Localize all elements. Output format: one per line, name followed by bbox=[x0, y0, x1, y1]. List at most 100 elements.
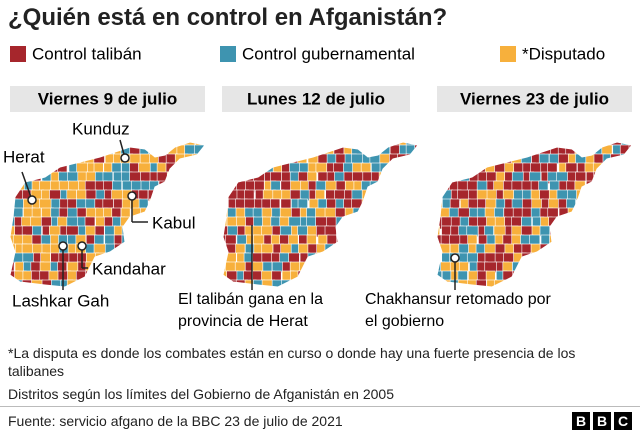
district bbox=[235, 144, 247, 156]
district bbox=[437, 171, 445, 184]
district bbox=[603, 279, 617, 287]
district bbox=[85, 279, 99, 287]
district bbox=[612, 270, 625, 282]
district bbox=[176, 162, 190, 174]
district bbox=[467, 234, 478, 245]
district bbox=[576, 216, 589, 228]
district bbox=[603, 162, 614, 176]
district bbox=[223, 180, 230, 192]
district bbox=[439, 142, 451, 149]
district bbox=[575, 171, 587, 183]
district bbox=[263, 144, 275, 155]
district bbox=[593, 289, 605, 301]
district bbox=[457, 279, 469, 287]
district bbox=[620, 198, 632, 210]
district bbox=[175, 243, 189, 257]
district bbox=[416, 142, 418, 148]
district bbox=[621, 171, 632, 183]
district bbox=[22, 252, 35, 263]
district bbox=[388, 234, 402, 247]
district bbox=[252, 153, 264, 165]
district bbox=[378, 234, 389, 245]
district bbox=[202, 171, 205, 184]
district bbox=[352, 252, 364, 266]
district bbox=[565, 234, 577, 246]
district bbox=[315, 216, 329, 228]
district bbox=[379, 225, 390, 237]
district bbox=[584, 207, 597, 219]
district bbox=[576, 270, 588, 282]
date-label: Lunes 12 de julio bbox=[247, 89, 385, 108]
district bbox=[577, 207, 589, 218]
district bbox=[195, 189, 205, 203]
district bbox=[354, 289, 364, 300]
district bbox=[370, 270, 380, 283]
district bbox=[263, 142, 276, 146]
district bbox=[558, 243, 571, 256]
annotation: provincia de Herat bbox=[178, 313, 308, 330]
map bbox=[223, 127, 418, 301]
district bbox=[495, 171, 506, 182]
district bbox=[204, 234, 205, 247]
district bbox=[66, 189, 77, 200]
district bbox=[270, 171, 282, 183]
district bbox=[227, 171, 239, 183]
district bbox=[628, 279, 632, 287]
district bbox=[619, 180, 630, 193]
district bbox=[399, 127, 410, 137]
district bbox=[263, 153, 275, 164]
district bbox=[379, 198, 391, 210]
district bbox=[156, 189, 170, 202]
district bbox=[495, 142, 506, 146]
district bbox=[603, 216, 618, 227]
district bbox=[566, 225, 579, 239]
district bbox=[176, 171, 190, 182]
district bbox=[40, 142, 54, 147]
district bbox=[583, 252, 595, 264]
district bbox=[415, 189, 418, 200]
district bbox=[549, 127, 561, 139]
district bbox=[512, 279, 524, 287]
district bbox=[437, 162, 442, 175]
district bbox=[148, 234, 160, 245]
district bbox=[397, 252, 408, 264]
district bbox=[344, 289, 357, 301]
district bbox=[520, 270, 531, 282]
district bbox=[315, 142, 329, 149]
district bbox=[538, 279, 551, 287]
district bbox=[342, 270, 354, 282]
annotation: El talibán gana en la bbox=[178, 291, 323, 308]
district bbox=[530, 270, 542, 282]
district bbox=[184, 162, 195, 175]
district bbox=[235, 243, 246, 254]
district bbox=[185, 171, 199, 184]
district bbox=[167, 279, 179, 287]
district bbox=[344, 279, 358, 287]
district bbox=[235, 153, 249, 164]
district bbox=[318, 127, 330, 138]
title: ¿Quién está en control en Afganistán? bbox=[8, 4, 448, 31]
district bbox=[344, 127, 355, 138]
district bbox=[621, 289, 634, 299]
district bbox=[202, 225, 205, 239]
district bbox=[261, 243, 274, 254]
district bbox=[192, 180, 203, 191]
district bbox=[317, 261, 329, 273]
district bbox=[577, 198, 588, 210]
district bbox=[333, 252, 344, 263]
district bbox=[112, 279, 125, 287]
district bbox=[140, 225, 154, 238]
city-dot bbox=[58, 241, 68, 251]
district bbox=[272, 127, 283, 138]
district bbox=[557, 279, 568, 287]
district bbox=[371, 142, 381, 146]
district bbox=[192, 243, 203, 255]
district bbox=[610, 225, 622, 236]
district bbox=[371, 225, 384, 236]
district bbox=[223, 198, 228, 209]
district bbox=[369, 180, 382, 193]
district bbox=[344, 142, 358, 146]
district bbox=[575, 127, 584, 139]
district bbox=[390, 207, 404, 220]
district bbox=[335, 270, 349, 283]
